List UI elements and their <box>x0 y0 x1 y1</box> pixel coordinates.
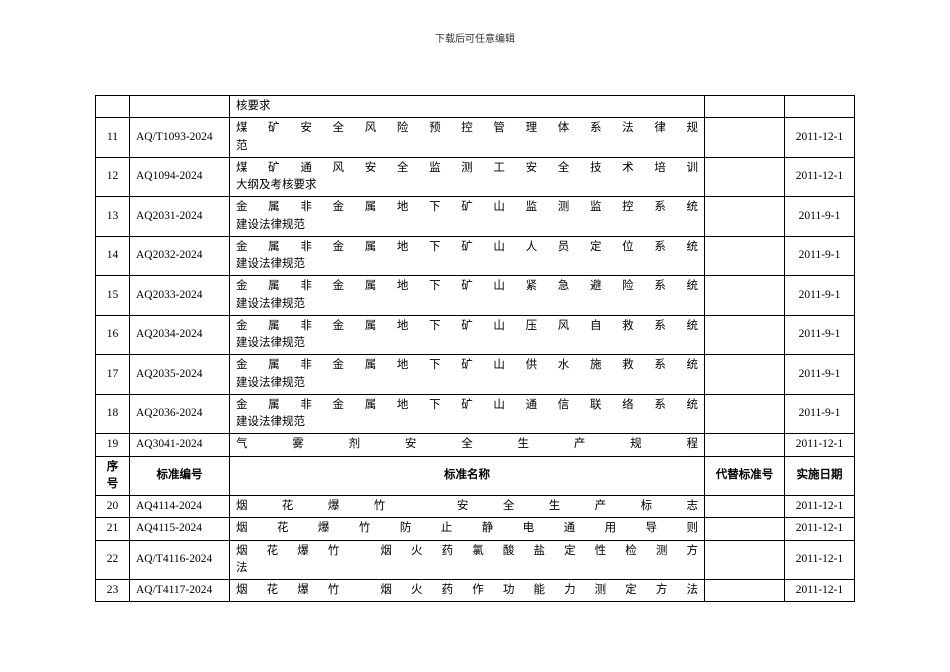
cell-code: AQ/T4116-2024 <box>130 540 230 580</box>
table-row: 12AQ1094-2024煤矿通风安全监测工安全技术培训大纲及考核要求 2011-… <box>96 157 855 197</box>
header-date: 实施日期 <box>785 456 855 496</box>
header-name: 标准名称 <box>230 456 705 496</box>
cell-replace <box>705 197 785 237</box>
cell-replace <box>705 518 785 540</box>
cell-seq: 21 <box>96 518 130 540</box>
cell-name: 烟花爆竹 烟火药作功能力测定方法 <box>230 580 705 602</box>
cell-seq: 23 <box>96 580 130 602</box>
table-row: 23AQ/T4117-2024烟花爆竹 烟火药作功能力测定方法 2011-12-1 <box>96 580 855 602</box>
cell-date: 2011-12-1 <box>785 518 855 540</box>
cell-name: 金属非金属地下矿山压风自救系统建设法律规范 <box>230 315 705 355</box>
cell-code: AQ/T1093-2024 <box>130 118 230 158</box>
cell-date: 2011-9-1 <box>785 236 855 276</box>
table-row: 11AQ/T1093-2024煤矿安全风险预控管理体系法律规范 2011-12-1 <box>96 118 855 158</box>
cell-replace <box>705 580 785 602</box>
header-seq: 序号 <box>96 456 130 496</box>
header-code: 标准编号 <box>130 456 230 496</box>
table-row: 19AQ3041-2024气雾剂安全生产规程 2011-12-1 <box>96 434 855 456</box>
cell-date <box>785 96 855 118</box>
cell-code: AQ2033-2024 <box>130 276 230 316</box>
cell-date: 2011-9-1 <box>785 276 855 316</box>
standards-table: 核要求 11AQ/T1093-2024煤矿安全风险预控管理体系法律规范 2011-… <box>95 95 855 602</box>
cell-date: 2011-12-1 <box>785 540 855 580</box>
cell-name: 金属非金属地下矿山监测监控系统建设法律规范 <box>230 197 705 237</box>
table-header-row: 序号标准编号标准名称代替标准号实施日期 <box>96 456 855 496</box>
cell-seq: 12 <box>96 157 130 197</box>
cell-seq: 19 <box>96 434 130 456</box>
cell-date: 2011-12-1 <box>785 434 855 456</box>
cell-replace <box>705 96 785 118</box>
cell-name: 金属非金属地下矿山人员定位系统建设法律规范 <box>230 236 705 276</box>
cell-seq: 14 <box>96 236 130 276</box>
cell-date: 2011-9-1 <box>785 394 855 434</box>
cell-name: 煤矿通风安全监测工安全技术培训大纲及考核要求 <box>230 157 705 197</box>
cell-seq <box>96 96 130 118</box>
cell-replace <box>705 434 785 456</box>
cell-code: AQ2035-2024 <box>130 355 230 395</box>
cell-date: 2011-9-1 <box>785 355 855 395</box>
page-title: 下载后可任意编辑 <box>0 0 950 95</box>
cell-replace <box>705 315 785 355</box>
cell-replace <box>705 394 785 434</box>
cell-replace <box>705 496 785 518</box>
cell-seq: 15 <box>96 276 130 316</box>
table-row-fragment: 核要求 <box>96 96 855 118</box>
header-replace: 代替标准号 <box>705 456 785 496</box>
cell-name: 烟花爆竹 烟火药氯酸盐定性检测方法 <box>230 540 705 580</box>
cell-name: 烟花爆竹 安全生产标志 <box>230 496 705 518</box>
cell-seq: 13 <box>96 197 130 237</box>
cell-code: AQ1094-2024 <box>130 157 230 197</box>
cell-seq: 20 <box>96 496 130 518</box>
cell-code: AQ4114-2024 <box>130 496 230 518</box>
cell-seq: 18 <box>96 394 130 434</box>
cell-code: AQ/T4117-2024 <box>130 580 230 602</box>
table-row: 22AQ/T4116-2024烟花爆竹 烟火药氯酸盐定性检测方法 2011-12-… <box>96 540 855 580</box>
table-row: 21AQ4115-2024烟花爆竹防止静电通用导则 2011-12-1 <box>96 518 855 540</box>
cell-seq: 16 <box>96 315 130 355</box>
cell-date: 2011-9-1 <box>785 315 855 355</box>
cell-code: AQ4115-2024 <box>130 518 230 540</box>
table-row: 17AQ2035-2024金属非金属地下矿山供水施救系统建设法律规范 2011-9… <box>96 355 855 395</box>
cell-name: 金属非金属地下矿山紧急避险系统建设法律规范 <box>230 276 705 316</box>
cell-seq: 11 <box>96 118 130 158</box>
cell-replace <box>705 157 785 197</box>
cell-code <box>130 96 230 118</box>
cell-replace <box>705 236 785 276</box>
cell-replace <box>705 276 785 316</box>
table-row: 13AQ2031-2024金属非金属地下矿山监测监控系统建设法律规范 2011-9… <box>96 197 855 237</box>
table-row: 16AQ2034-2024金属非金属地下矿山压风自救系统建设法律规范 2011-9… <box>96 315 855 355</box>
cell-replace <box>705 540 785 580</box>
cell-code: AQ2036-2024 <box>130 394 230 434</box>
cell-code: AQ2031-2024 <box>130 197 230 237</box>
cell-name: 金属非金属地下矿山通信联络系统建设法律规范 <box>230 394 705 434</box>
cell-seq: 17 <box>96 355 130 395</box>
table-row: 20AQ4114-2024烟花爆竹 安全生产标志 2011-12-1 <box>96 496 855 518</box>
cell-date: 2011-12-1 <box>785 157 855 197</box>
cell-name: 核要求 <box>230 96 705 118</box>
standards-table-wrap: 核要求 11AQ/T1093-2024煤矿安全风险预控管理体系法律规范 2011-… <box>0 95 950 602</box>
cell-date: 2011-12-1 <box>785 580 855 602</box>
table-row: 15AQ2033-2024金属非金属地下矿山紧急避险系统建设法律规范 2011-9… <box>96 276 855 316</box>
cell-name: 金属非金属地下矿山供水施救系统建设法律规范 <box>230 355 705 395</box>
cell-name: 烟花爆竹防止静电通用导则 <box>230 518 705 540</box>
cell-date: 2011-12-1 <box>785 496 855 518</box>
cell-replace <box>705 118 785 158</box>
cell-seq: 22 <box>96 540 130 580</box>
table-row: 18AQ2036-2024金属非金属地下矿山通信联络系统建设法律规范 2011-9… <box>96 394 855 434</box>
cell-name: 气雾剂安全生产规程 <box>230 434 705 456</box>
cell-date: 2011-9-1 <box>785 197 855 237</box>
cell-date: 2011-12-1 <box>785 118 855 158</box>
cell-code: AQ2032-2024 <box>130 236 230 276</box>
cell-replace <box>705 355 785 395</box>
table-row: 14AQ2032-2024金属非金属地下矿山人员定位系统建设法律规范 2011-9… <box>96 236 855 276</box>
cell-code: AQ3041-2024 <box>130 434 230 456</box>
cell-code: AQ2034-2024 <box>130 315 230 355</box>
cell-name: 煤矿安全风险预控管理体系法律规范 <box>230 118 705 158</box>
